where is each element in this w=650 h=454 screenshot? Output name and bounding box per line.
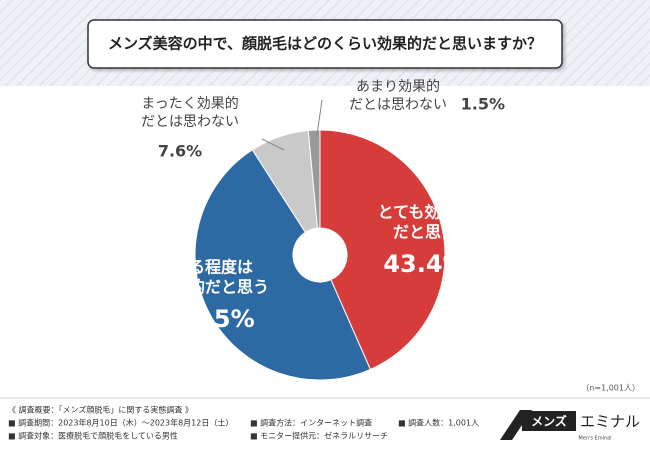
slice-label: だとは思わない xyxy=(349,97,447,113)
slice-label: だと思う xyxy=(393,223,457,242)
slice xyxy=(307,129,321,229)
title-box xyxy=(87,19,563,69)
leader-line xyxy=(316,99,323,136)
footer-item: ■ 調査対象：医療脱毛で顔脱毛をしている男性 xyxy=(8,431,178,441)
logo-left: メンズ xyxy=(531,414,567,429)
slice-label: 効果的だと思う xyxy=(157,278,269,297)
slice xyxy=(319,129,446,371)
slice-label: だとは思わない xyxy=(141,114,239,130)
value-label: 1.5% xyxy=(461,95,505,114)
slice-label: あまり効果的 xyxy=(356,79,440,95)
leader-line xyxy=(261,138,285,151)
slice xyxy=(194,149,372,381)
logo-right: エミナル xyxy=(580,413,640,431)
logo-sub: Men's Eminal xyxy=(578,436,611,442)
chart-title: メンズ美容の中で、顔脱毛はどのくらい効果的だと思いますか？ xyxy=(108,35,542,53)
slice-label: とても効果的 xyxy=(378,203,473,222)
footer-item: ■ 調査期間：2023年8月10日（木）～2023年8月12日（土） xyxy=(8,418,233,428)
logo-box xyxy=(522,411,576,431)
footer-item: ■ モニター提供元：ゼネラルリサーチ xyxy=(250,431,388,441)
value-label: 43.4% xyxy=(383,250,466,278)
pie xyxy=(194,129,446,381)
footer-item: ■ 調査人数：1,001人 xyxy=(398,418,479,428)
footer-heading: 《 調査概要：「メンズ顔脱毛」に関する実態調査 》 xyxy=(8,405,193,415)
slice-label: まったく効果的 xyxy=(141,96,238,112)
slice-label: ある程度は xyxy=(173,258,253,277)
value-label: 47.5% xyxy=(171,305,254,333)
footer-item: ■ 調査方法：インターネット調査 xyxy=(250,418,372,428)
value-label: 7.6% xyxy=(158,142,202,161)
sample-note: （n=1,001人） xyxy=(581,384,640,393)
